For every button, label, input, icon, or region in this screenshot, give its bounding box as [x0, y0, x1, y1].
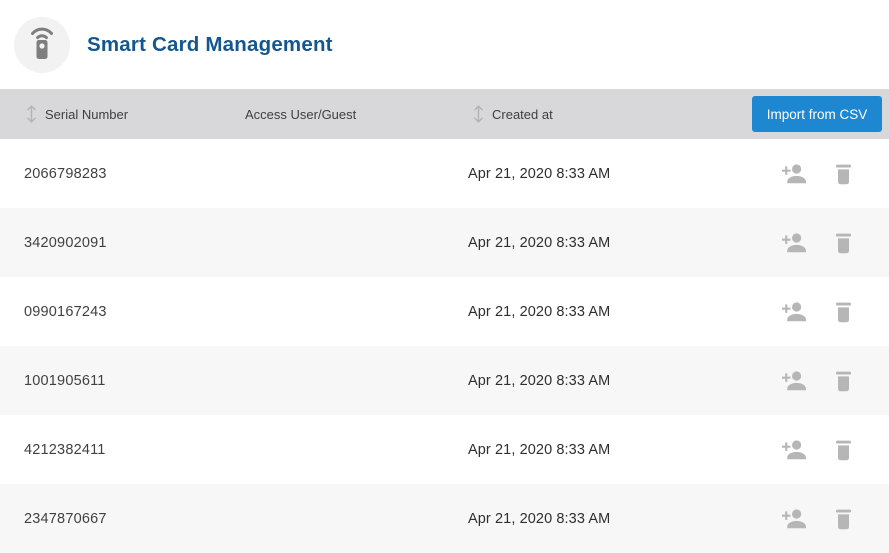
trash-icon [834, 438, 853, 461]
table-row: 4212382411 Apr 21, 2020 8:33 AM [0, 415, 889, 484]
serial-number: 2066798283 [24, 165, 107, 182]
row-actions [752, 162, 889, 185]
row-actions [752, 231, 889, 254]
person-add-icon [780, 370, 808, 392]
table-header-actions: Import from CSV [752, 96, 889, 132]
created-at-value: Apr 21, 2020 8:33 AM [468, 510, 611, 527]
table-body: 2066798283 Apr 21, 2020 8:33 AM [0, 139, 889, 553]
trash-icon [834, 507, 853, 530]
serial-number-cell: 2347870667 [0, 511, 245, 527]
column-label-created-at: Created at [492, 106, 553, 122]
created-at-cell: Apr 21, 2020 8:33 AM [467, 166, 752, 182]
created-at-value: Apr 21, 2020 8:33 AM [468, 303, 611, 320]
person-add-icon [780, 508, 808, 530]
assign-user-button[interactable] [780, 232, 808, 254]
row-actions [752, 438, 889, 461]
serial-number-cell: 4212382411 [0, 442, 245, 458]
app-header: Smart Card Management [0, 0, 889, 89]
sort-up-down-icon [472, 104, 485, 124]
delete-button[interactable] [834, 162, 853, 185]
person-add-icon [780, 301, 808, 323]
serial-number-cell: 2066798283 [0, 166, 245, 182]
column-label-access-user: Access User/Guest [245, 106, 357, 122]
row-actions [752, 300, 889, 323]
created-at-value: Apr 21, 2020 8:33 AM [468, 372, 611, 389]
column-header-serial-number[interactable]: Serial Number [0, 104, 245, 124]
created-at-value: Apr 21, 2020 8:33 AM [468, 441, 611, 458]
delete-button[interactable] [834, 300, 853, 323]
person-add-icon [780, 163, 808, 185]
table-row: 0990167243 Apr 21, 2020 8:33 AM [0, 277, 889, 346]
assign-user-button[interactable] [780, 439, 808, 461]
serial-number: 4212382411 [24, 441, 106, 458]
created-at-value: Apr 21, 2020 8:33 AM [468, 165, 611, 182]
trash-icon [834, 300, 853, 323]
created-at-cell: Apr 21, 2020 8:33 AM [467, 442, 752, 458]
serial-number: 1001905611 [24, 372, 106, 389]
person-add-icon [780, 232, 808, 254]
serial-number-cell: 0990167243 [0, 304, 245, 320]
created-at-cell: Apr 21, 2020 8:33 AM [467, 304, 752, 320]
created-at-value: Apr 21, 2020 8:33 AM [468, 234, 611, 251]
delete-button[interactable] [834, 231, 853, 254]
delete-button[interactable] [834, 438, 853, 461]
assign-user-button[interactable] [780, 508, 808, 530]
column-label-serial-number: Serial Number [45, 106, 129, 122]
serial-number: 2347870667 [24, 510, 107, 527]
trash-icon [834, 231, 853, 254]
sort-up-down-icon [25, 104, 38, 124]
created-at-cell: Apr 21, 2020 8:33 AM [467, 235, 752, 251]
serial-number-cell: 1001905611 [0, 373, 245, 389]
assign-user-button[interactable] [780, 301, 808, 323]
serial-number-cell: 3420902091 [0, 235, 245, 251]
delete-button[interactable] [834, 369, 853, 392]
assign-user-button[interactable] [780, 370, 808, 392]
page-title: Smart Card Management [87, 32, 333, 56]
assign-user-button[interactable] [780, 163, 808, 185]
trash-icon [834, 162, 853, 185]
column-header-access-user: Access User/Guest [245, 107, 467, 122]
column-header-created-at[interactable]: Created at [467, 104, 752, 124]
table-row: 1001905611 Apr 21, 2020 8:33 AM [0, 346, 889, 415]
person-add-icon [780, 439, 808, 461]
table-row: 2347870667 Apr 21, 2020 8:33 AM [0, 484, 889, 553]
serial-number: 3420902091 [24, 234, 107, 251]
row-actions [752, 507, 889, 530]
table-row: 3420902091 Apr 21, 2020 8:33 AM [0, 208, 889, 277]
smart-card-reader-icon [26, 23, 58, 66]
trash-icon [834, 369, 853, 392]
created-at-cell: Apr 21, 2020 8:33 AM [467, 511, 752, 527]
row-actions [752, 369, 889, 392]
import-from-csv-button[interactable]: Import from CSV [752, 96, 882, 132]
delete-button[interactable] [834, 507, 853, 530]
created-at-cell: Apr 21, 2020 8:33 AM [467, 373, 752, 389]
serial-number: 0990167243 [24, 303, 107, 320]
smart-card-badge [14, 16, 70, 73]
table-row: 2066798283 Apr 21, 2020 8:33 AM [0, 139, 889, 208]
table-header: Serial Number Access User/Guest Created … [0, 89, 889, 139]
